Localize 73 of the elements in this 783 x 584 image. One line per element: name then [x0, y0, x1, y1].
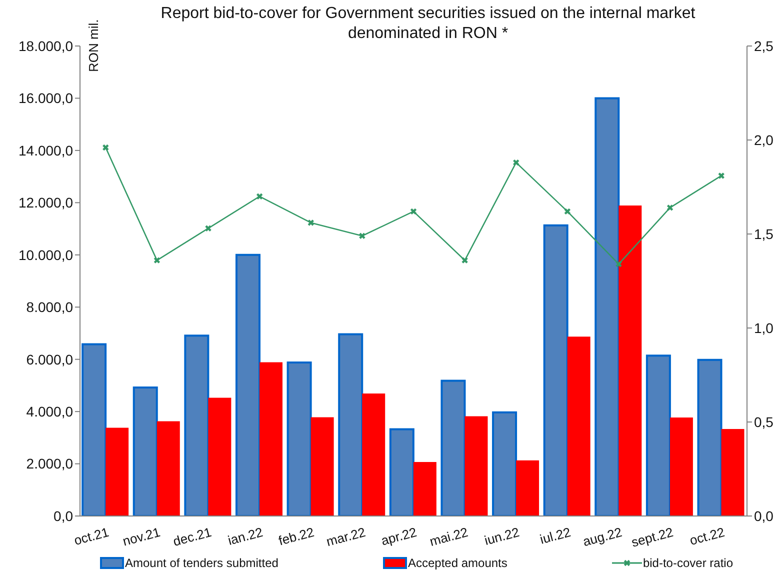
y-tick-label: 16.000,0	[18, 90, 74, 106]
x-tick-label: oct.22	[688, 524, 726, 548]
point	[308, 220, 314, 226]
bar	[389, 428, 414, 516]
x-tick-label: sept.22	[630, 524, 675, 550]
point	[359, 232, 366, 239]
x-tick-label: mar.22	[324, 524, 367, 550]
y2-tick-label: 0,5	[754, 414, 774, 430]
x-tick-label: apr.22	[379, 524, 418, 548]
y2-tick-label: 0,0	[754, 508, 774, 524]
point	[154, 257, 160, 264]
bar	[106, 428, 129, 516]
bar	[362, 394, 386, 516]
y-tick-label: 12.000,0	[18, 194, 74, 211]
bar	[492, 411, 518, 516]
bar	[156, 421, 180, 516]
bar	[132, 386, 158, 516]
bar	[516, 460, 540, 516]
bar	[184, 334, 210, 516]
y-tick-label: 4.000,0	[26, 404, 74, 420]
legend-label: Amount of tenders submitted	[125, 556, 278, 570]
bar	[338, 333, 364, 516]
y-tick-label: 14.000,0	[18, 142, 74, 158]
point	[462, 257, 468, 264]
y2-tick-label: 2,0	[754, 132, 774, 148]
bar	[413, 462, 436, 516]
y2-tick-label: 2,5	[754, 38, 774, 54]
x-tick-label: aug.22	[581, 524, 624, 550]
legend-label: Accepted amounts	[408, 556, 508, 570]
bar	[440, 380, 466, 516]
bar	[310, 417, 334, 516]
y-axis-title: RON mil.	[86, 19, 102, 72]
point	[564, 208, 571, 215]
bar	[543, 224, 568, 516]
x-tick-label: nov.21	[121, 524, 162, 549]
bar	[721, 429, 744, 516]
bar	[618, 206, 642, 516]
bar	[208, 398, 232, 516]
x-tick-label: ian.22	[226, 524, 264, 548]
legend-label: bid-to-cover ratio	[642, 556, 733, 570]
x-tick-label: dec.21	[171, 524, 214, 550]
x-tick-label: iul.22	[538, 524, 572, 547]
point	[513, 159, 520, 166]
y-tick-label: 0,0	[54, 508, 74, 524]
x-tick-label: iun.22	[482, 524, 521, 548]
y2-tick-label: 1,5	[754, 226, 774, 242]
y-tick-label: 2.000,0	[26, 456, 74, 472]
y-tick-label: 18.000,0	[18, 38, 74, 54]
x-tick-label: oct.21	[72, 524, 110, 548]
y-tick-label: 10.000,0	[18, 246, 74, 263]
bar	[286, 361, 312, 516]
x-tick-label: mai.22	[428, 524, 470, 549]
y-tick-label: 8.000,0	[26, 299, 74, 316]
bar	[235, 254, 260, 516]
point	[666, 204, 674, 211]
bar	[259, 362, 282, 516]
chart-title: Report bid-to-cover for Government securities issued on the internal market denominated in RON *	[160, 4, 696, 44]
bar	[464, 416, 488, 516]
y2-tick-label: 1,0	[754, 320, 774, 336]
point	[718, 172, 724, 179]
y-tick-label: 6.000,0	[26, 351, 74, 368]
point	[410, 208, 417, 215]
point	[256, 193, 263, 200]
point	[616, 260, 622, 268]
bar	[697, 358, 722, 516]
bar	[82, 343, 107, 516]
x-tick-label: feb.22	[276, 524, 316, 548]
bar	[670, 418, 693, 516]
bar	[567, 336, 590, 516]
bar	[594, 97, 620, 516]
point	[102, 144, 109, 151]
point	[205, 225, 212, 232]
bar	[646, 354, 671, 516]
